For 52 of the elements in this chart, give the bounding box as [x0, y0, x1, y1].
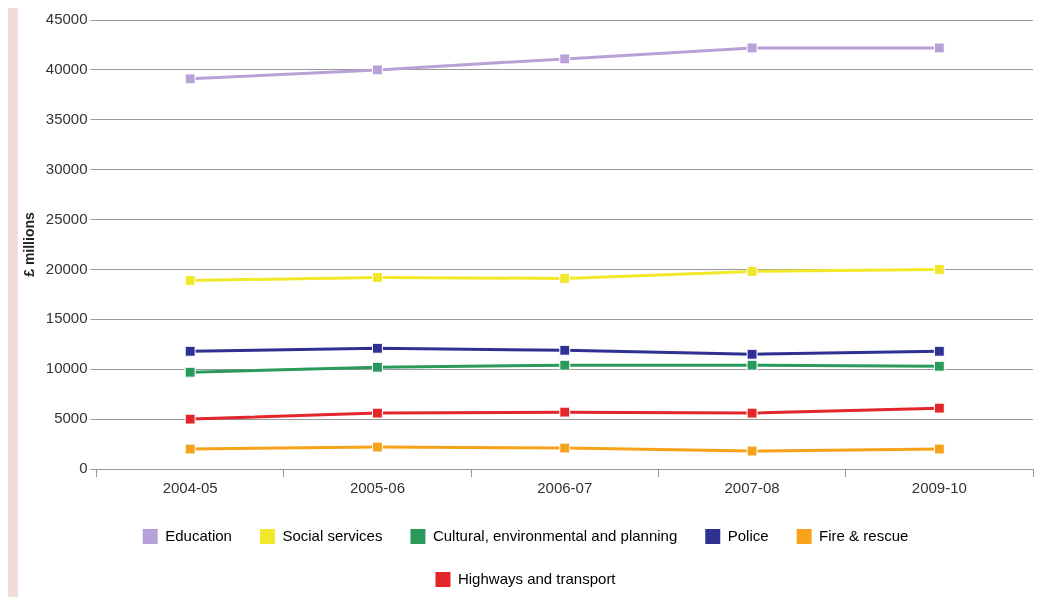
point	[559, 442, 571, 454]
point	[746, 42, 758, 54]
point	[746, 348, 758, 360]
y-tick-label: 30000	[45, 159, 88, 177]
point	[933, 402, 945, 414]
point	[184, 345, 196, 357]
point	[184, 413, 196, 425]
y-axis-title: £ millions	[21, 212, 38, 277]
point	[746, 407, 758, 419]
point	[746, 265, 758, 277]
point	[933, 345, 945, 357]
point	[933, 360, 945, 372]
x-tick-label: 2007-08	[724, 479, 780, 497]
point	[184, 366, 196, 378]
point	[372, 342, 383, 354]
y-tick-label: 45000	[45, 10, 88, 28]
legend-label: Cultural, environmental and planning	[432, 526, 678, 544]
point	[372, 271, 383, 283]
y-tick-label: 20000	[45, 259, 88, 277]
point	[372, 441, 383, 453]
y-tick-label: 10000	[45, 359, 88, 377]
x-tick-label: 2009-10	[911, 479, 967, 497]
point	[559, 359, 571, 371]
point	[933, 42, 945, 54]
point	[559, 344, 571, 356]
y-tick-label: 15000	[45, 309, 88, 327]
legend-label: Fire & rescue	[819, 526, 909, 544]
point	[372, 64, 383, 76]
point	[933, 264, 945, 275]
legend-label: Highways and transport	[457, 569, 617, 587]
y-tick-label: 5000	[54, 409, 88, 427]
point	[372, 407, 383, 419]
point	[559, 272, 571, 284]
legend-label: Education	[165, 526, 232, 544]
y-tick-label: 35000	[45, 109, 88, 127]
y-tick-label: 0	[79, 459, 88, 477]
legend-label: Police	[727, 526, 769, 544]
x-tick-label: 2006-07	[537, 479, 593, 497]
x-tick-label: 2004-05	[162, 479, 218, 497]
point	[559, 53, 571, 65]
point	[184, 443, 196, 455]
x-tick-label: 2005-06	[349, 479, 405, 497]
y-tick-label: 40000	[45, 60, 88, 78]
point	[933, 443, 945, 455]
point	[746, 445, 758, 457]
point	[184, 274, 196, 286]
point	[746, 359, 758, 371]
point	[559, 406, 571, 418]
y-tick-label: 25000	[45, 209, 88, 227]
point	[184, 73, 196, 85]
point	[372, 361, 383, 373]
legend-label: Social services	[282, 526, 383, 544]
